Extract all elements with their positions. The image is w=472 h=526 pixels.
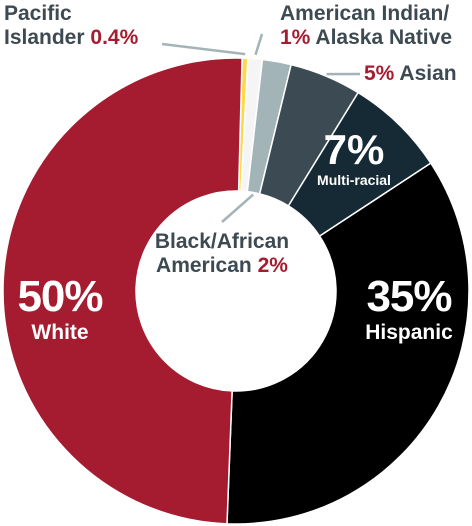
leader-black-african-american: [221, 193, 255, 223]
amind-line2: Alaska Native: [315, 25, 453, 49]
leader-pacific-islander: [161, 42, 246, 56]
label-pacific-islander: Pacific Islander 0.4%: [4, 2, 138, 49]
white-name: White: [31, 321, 89, 345]
label-asian: 5% Asian: [364, 62, 457, 86]
pacific-name: Islander: [4, 25, 85, 49]
amind-line2-row: 1% Alaska Native: [280, 26, 452, 50]
black-line2-row: American 2%: [142, 254, 302, 278]
multi-name: Multi-racial: [317, 172, 391, 189]
black-percent: 2%: [257, 253, 288, 277]
leader-american-indian: [254, 33, 264, 56]
pacific-line2: Islander 0.4%: [4, 26, 138, 50]
slice-white: [2, 57, 243, 525]
white-percent: 50%: [17, 272, 103, 321]
pacific-percent: 0.4%: [90, 25, 139, 49]
hispanic-name: Hispanic: [365, 321, 453, 345]
black-line1: Black/African: [154, 230, 290, 253]
label-white: 50% White: [8, 272, 112, 345]
pacific-line1: Pacific: [4, 2, 72, 25]
label-black-african-american: Black/African American 2%: [142, 230, 302, 277]
label-hispanic: 35% Hispanic: [350, 272, 468, 345]
label-multi-racial: 7% Multi-racial: [302, 126, 406, 189]
asian-percent: 5%: [364, 62, 395, 85]
black-line2: American: [156, 253, 252, 277]
amind-percent: 1%: [280, 25, 311, 49]
hispanic-percent: 35%: [366, 272, 452, 321]
label-american-indian: American Indian/ 1% Alaska Native: [280, 2, 452, 49]
slice-hispanic: [226, 162, 470, 525]
multi-percent: 7%: [323, 126, 385, 173]
amind-line1: American Indian/: [280, 2, 450, 25]
asian-name: Asian: [399, 62, 457, 85]
